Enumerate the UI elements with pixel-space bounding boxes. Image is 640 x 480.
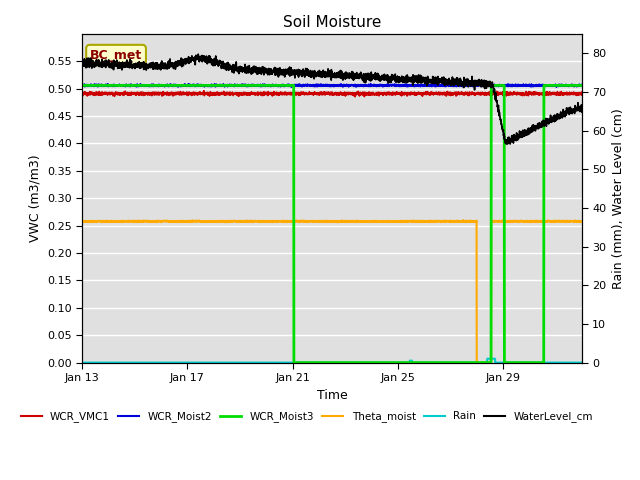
X-axis label: Time: Time	[317, 389, 348, 402]
Title: Soil Moisture: Soil Moisture	[283, 15, 381, 30]
Y-axis label: Rain (mm), Water Level (cm): Rain (mm), Water Level (cm)	[612, 108, 625, 288]
Legend: WCR_VMC1, WCR_Moist2, WCR_Moist3, Theta_moist, Rain, WaterLevel_cm: WCR_VMC1, WCR_Moist2, WCR_Moist3, Theta_…	[17, 407, 597, 427]
Text: BC_met: BC_met	[90, 48, 142, 61]
Y-axis label: VWC (m3/m3): VWC (m3/m3)	[28, 155, 42, 242]
